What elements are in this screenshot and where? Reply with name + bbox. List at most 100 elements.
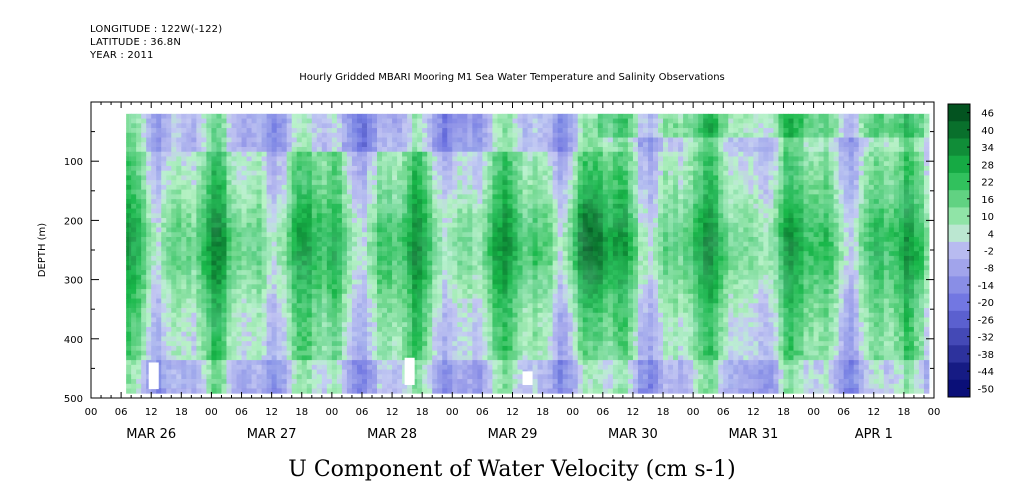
plot-area xyxy=(90,101,935,399)
heatmap-cell xyxy=(126,322,132,328)
heatmap-cell xyxy=(126,246,132,252)
heatmap-cell xyxy=(191,388,197,394)
heatmap-cell xyxy=(136,388,142,394)
heatmap-cell xyxy=(407,388,413,394)
heatmap-cell xyxy=(366,388,373,394)
heatmap-cell xyxy=(251,388,257,394)
heatmap-cell xyxy=(186,388,192,394)
heatmap-cell xyxy=(221,388,227,394)
heatmap-cell xyxy=(126,189,132,195)
heatmap-cell xyxy=(271,388,278,394)
heatmap-cell xyxy=(126,303,132,309)
heatmap-cell xyxy=(311,388,318,394)
heatmap-cell xyxy=(402,388,408,394)
chart-title: Hourly Gridded MBARI Mooring M1 Sea Wate… xyxy=(299,72,725,83)
heatmap-cell xyxy=(211,388,217,394)
heatmap-cell xyxy=(126,170,132,176)
heatmap-cell xyxy=(372,388,378,394)
heatmap-cell xyxy=(126,213,132,219)
heatmap-cell xyxy=(126,227,132,233)
heatmap-cell xyxy=(126,298,132,304)
heatmap-cell xyxy=(266,388,273,394)
heatmap-cell xyxy=(206,388,212,394)
heatmap-cell xyxy=(306,388,313,394)
heatmap-cell xyxy=(126,208,132,214)
heatmap-cell xyxy=(351,388,358,394)
heatmap-cell xyxy=(126,341,132,347)
heatmap-cell xyxy=(336,388,343,394)
heatmap-cell xyxy=(487,388,493,394)
heatmap-cell xyxy=(126,350,132,356)
heatmap-cell xyxy=(226,388,232,394)
heatmap-cell xyxy=(126,236,132,243)
heatmap-cell xyxy=(126,260,132,266)
heatmap-cell xyxy=(286,388,293,394)
heatmap-cell xyxy=(482,388,488,394)
heatmap-cell xyxy=(462,388,468,394)
heatmap-cell xyxy=(126,203,132,209)
heatmap-cell xyxy=(126,255,132,262)
heatmap-cell xyxy=(126,222,132,228)
heatmap-cell xyxy=(331,388,338,394)
heatmap-cell xyxy=(126,284,132,290)
heatmap-cell xyxy=(301,388,308,394)
heatmap-cell xyxy=(126,241,132,247)
heatmap-cell xyxy=(126,156,132,162)
heatmap-cell xyxy=(437,388,443,394)
heatmap-cell xyxy=(346,388,353,394)
heatmap-cell xyxy=(126,364,132,370)
heatmap-cell xyxy=(126,279,132,285)
heatmap-cell xyxy=(126,270,132,276)
heatmap-cell xyxy=(261,388,268,394)
heatmap-cell xyxy=(502,388,508,394)
year-label: YEAR : 2011 xyxy=(90,50,154,61)
heatmap-cell xyxy=(427,388,433,394)
heatmap-cell xyxy=(126,355,132,361)
heatmap-cell xyxy=(146,388,152,394)
heatmap-cell xyxy=(422,388,428,394)
heatmap-cell xyxy=(477,388,483,394)
longitude-label: LONGITUDE : 122W(-122) xyxy=(90,24,223,35)
heatmap-cell xyxy=(532,388,538,394)
heatmap-cell xyxy=(126,360,132,366)
heatmap-cell xyxy=(126,151,132,157)
heatmap-cell xyxy=(126,142,132,148)
heatmap-cell xyxy=(126,265,132,271)
heatmap-cell xyxy=(522,388,528,394)
heatmap-cell xyxy=(126,118,132,124)
heatmap-cell xyxy=(537,388,544,394)
heatmap-cell xyxy=(126,317,132,323)
heatmap-cell xyxy=(432,388,438,394)
heatmap-cell xyxy=(281,388,288,394)
heatmap-cell xyxy=(126,194,132,200)
heatmap-cell xyxy=(181,388,187,394)
heatmap-cell xyxy=(442,388,448,394)
heatmap-cell xyxy=(126,199,132,205)
heatmap-cell xyxy=(517,388,523,394)
heatmap-cell xyxy=(361,388,368,394)
heatmap-cell xyxy=(126,184,132,191)
heatmap-cell xyxy=(126,180,132,186)
heatmap-cell xyxy=(126,132,132,138)
heatmap-cell xyxy=(126,369,132,375)
heatmap-cell xyxy=(126,175,132,181)
heatmap-cell xyxy=(171,388,177,394)
heatmap-cell xyxy=(321,388,328,394)
heatmap-cell xyxy=(417,388,423,394)
heatmap-cell xyxy=(201,388,207,394)
heatmap-cell xyxy=(512,388,518,394)
heatmap-cell xyxy=(126,331,132,337)
heatmap-cell xyxy=(457,388,463,394)
heatmap-cell xyxy=(126,161,132,167)
heatmap-cell xyxy=(126,113,132,119)
heatmap-cell xyxy=(126,383,132,389)
latitude-label: LATITUDE : 36.8N xyxy=(90,37,182,48)
heatmap-cell xyxy=(497,388,503,394)
heatmap-cell xyxy=(542,388,549,394)
heatmap-cell xyxy=(126,293,132,299)
heatmap-cell xyxy=(126,137,132,143)
heatmap-cell xyxy=(126,251,132,257)
heatmap-cell xyxy=(447,388,453,394)
heatmap-cell xyxy=(472,388,478,394)
